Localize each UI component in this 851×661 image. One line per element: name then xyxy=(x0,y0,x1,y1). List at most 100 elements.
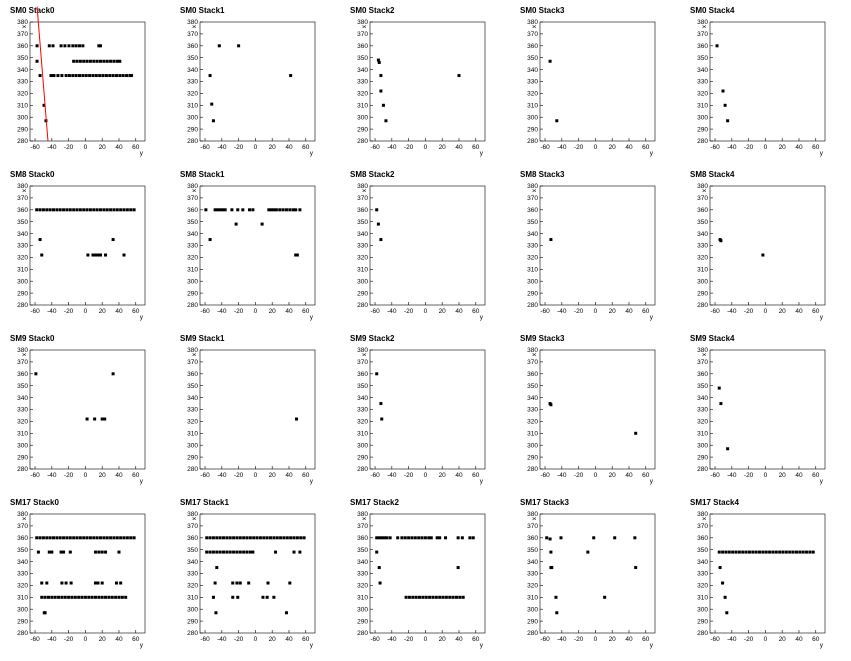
point xyxy=(132,536,136,540)
x-tick-label: -60 xyxy=(200,308,210,315)
point xyxy=(105,59,109,63)
panel: SM8 Stack2 -60 -40 -20 0 20 40 60 280 290 300 310 32… xyxy=(350,170,486,321)
y-tick-label: 300 xyxy=(187,278,198,285)
x-tick-label: -40 xyxy=(557,144,567,151)
point xyxy=(295,417,299,421)
point xyxy=(241,208,245,212)
x-tick-label: 0 xyxy=(764,308,768,315)
x-tick-label: -60 xyxy=(710,472,720,479)
x-tick-label: -40 xyxy=(47,144,57,151)
point xyxy=(129,208,133,212)
point xyxy=(100,550,104,554)
y-tick-label: 380 xyxy=(187,511,198,518)
point xyxy=(444,595,448,599)
x-tick-label: 60 xyxy=(472,472,480,479)
point xyxy=(95,59,99,63)
y-tick-label: 320 xyxy=(187,255,198,262)
plot-frame xyxy=(29,21,146,142)
y-tick-label: 350 xyxy=(527,383,538,390)
point xyxy=(384,119,388,123)
point xyxy=(288,581,292,585)
panel: SM0 Stack0 -60 -40 -20 0 20 40 60 280 290 300 310 32… xyxy=(10,6,146,157)
point xyxy=(724,550,728,554)
point xyxy=(70,595,74,599)
x-tick-label: -40 xyxy=(217,144,227,151)
point xyxy=(60,74,64,78)
y-tick-label: 330 xyxy=(527,79,538,86)
x-tick-label: -20 xyxy=(574,636,584,643)
y-tick-label: 380 xyxy=(187,347,198,354)
y-tick-label: 380 xyxy=(357,183,368,190)
y-tick-label: 360 xyxy=(527,43,538,50)
point xyxy=(88,59,92,63)
point xyxy=(130,74,134,78)
panel-title: SM9 Stack1 xyxy=(180,334,225,343)
point xyxy=(125,208,129,212)
y-tick-label: 360 xyxy=(187,371,198,378)
point xyxy=(60,581,64,585)
point xyxy=(55,208,59,212)
point xyxy=(74,44,78,48)
y-tick-label: 350 xyxy=(697,219,708,226)
point xyxy=(302,536,306,540)
y-tick-label: 360 xyxy=(527,371,538,378)
point xyxy=(751,550,755,554)
x-tick-label: 20 xyxy=(99,636,107,643)
y-tick-label: 320 xyxy=(697,583,708,590)
point xyxy=(65,208,69,212)
point xyxy=(411,595,415,599)
point xyxy=(235,581,239,585)
y-tick-label: 380 xyxy=(357,347,368,354)
x-tick-label: 40 xyxy=(285,636,293,643)
x-tick-label: 20 xyxy=(269,472,277,479)
x-tick-label: -40 xyxy=(217,308,227,315)
point xyxy=(75,208,79,212)
point xyxy=(122,253,126,257)
point xyxy=(122,536,126,540)
y-tick-label: 310 xyxy=(527,267,538,274)
plot-frame xyxy=(539,21,656,142)
point xyxy=(53,595,57,599)
y-tick-label: 330 xyxy=(697,407,708,414)
point xyxy=(225,550,229,554)
x-tick-label: -40 xyxy=(217,472,227,479)
plot-frame xyxy=(369,513,486,634)
point xyxy=(375,550,379,554)
point xyxy=(82,536,86,540)
x-tick-label: 40 xyxy=(795,472,803,479)
panel: SM0 Stack4 -60 -40 -20 0 20 40 60 280 290 300 310 32… xyxy=(690,6,826,157)
point xyxy=(267,208,271,212)
plot-frame xyxy=(539,513,656,634)
panel-title: SM8 Stack4 xyxy=(690,170,735,179)
x-tick-label: 0 xyxy=(424,144,428,151)
point xyxy=(98,74,102,78)
x-tick-label: 0 xyxy=(764,472,768,479)
x-tick-label: -60 xyxy=(540,472,550,479)
x-tick-label: 20 xyxy=(609,144,617,151)
y-tick-label: 310 xyxy=(697,595,708,602)
y-tick-label: 370 xyxy=(17,359,28,366)
point xyxy=(62,208,66,212)
y-tick-label: 350 xyxy=(527,55,538,62)
point xyxy=(744,550,748,554)
point xyxy=(218,208,222,212)
point xyxy=(289,74,293,78)
x-tick-label: -20 xyxy=(744,636,754,643)
plot-frame xyxy=(709,513,826,634)
x-tick-label: -60 xyxy=(540,308,550,315)
point xyxy=(40,581,44,585)
point xyxy=(102,536,106,540)
point xyxy=(221,208,225,212)
point xyxy=(102,59,106,63)
point xyxy=(431,595,435,599)
point xyxy=(265,595,269,599)
point xyxy=(105,536,109,540)
point xyxy=(410,536,414,540)
point xyxy=(83,595,87,599)
y-tick-label: 360 xyxy=(697,207,708,214)
point xyxy=(114,74,118,78)
point xyxy=(48,208,52,212)
panel-title: SM17 Stack2 xyxy=(350,498,399,507)
x-tick-label: -60 xyxy=(30,636,40,643)
y-tick-label: 300 xyxy=(357,606,368,613)
